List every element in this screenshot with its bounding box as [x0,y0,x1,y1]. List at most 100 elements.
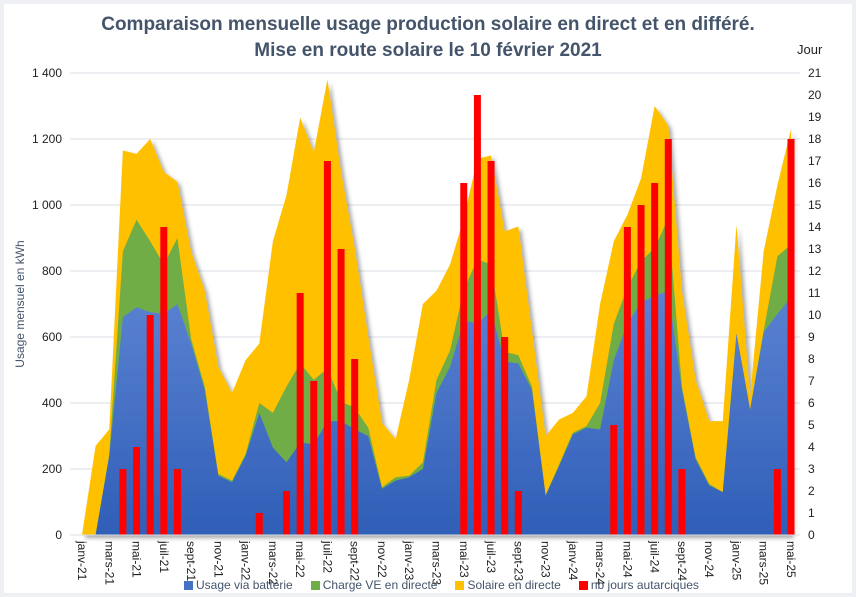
legend-item-solaire: Solaire en directe [455,578,561,592]
bar-nb-jours [514,491,522,535]
x-tick-label: juil-24 [648,540,662,573]
y2-tick-label: 0 [808,528,815,542]
bar-nb-jours [610,425,618,535]
bar-nb-jours [487,161,495,535]
y-tick-label: 0 [55,528,62,542]
y-tick-label: 1 200 [32,132,62,146]
y2-tick-label: 19 [808,110,822,124]
area-group [82,79,791,535]
bar-nb-jours [283,491,291,535]
x-tick-label: nov-22 [375,541,389,578]
x-tick-label: mars-24 [593,541,607,585]
legend-swatch [578,580,588,590]
y2-tick-label: 12 [808,264,822,278]
x-tick-label: nov-21 [211,541,225,578]
x-tick-label: nov-24 [702,541,716,578]
y-tick-label: 400 [42,396,62,410]
bar-nb-jours [460,183,468,535]
y-tick-label: 800 [42,264,62,278]
y2-tick-label: 13 [808,242,822,256]
y2-axis-title: Jour [797,42,823,57]
y2-tick-label: 4 [808,440,815,454]
x-tick-label: juil-23 [484,540,498,573]
x-tick-label: mars-25 [757,541,771,585]
x-tick-label: janv-25 [729,540,743,581]
y2-tick-label: 18 [808,132,822,146]
y2-tick-label: 11 [808,286,821,300]
bar-nb-jours [119,469,127,535]
x-tick-label: janv-22 [239,540,253,581]
x-tick-label: sept-22 [348,541,362,581]
bar-nb-jours [773,469,781,535]
bar-nb-jours [787,139,795,535]
x-tick-label: nov-23 [539,541,553,578]
bar-nb-jours [310,381,318,535]
bar-nb-jours [623,227,631,535]
legend-label: Solaire en directe [467,578,561,592]
bar-nb-jours [678,469,686,535]
bar-nb-jours [160,227,168,535]
y2-tick-label: 10 [808,308,822,322]
bar-nb-jours [473,95,481,535]
y2-tick-label: 7 [808,374,815,388]
bar-nb-jours [637,205,645,535]
legend-item-charge-ve: Charge VE en directe [310,578,438,592]
legend-label: nb jours autarciques [590,578,699,592]
y2-tick-label: 8 [808,352,815,366]
x-tick-label: mai-24 [620,541,634,578]
x-tick-label: mai-23 [457,541,471,578]
x-tick-label: janv-23 [402,540,416,581]
legend: Usage via batterie Charge VE en directe … [184,578,699,592]
y-tick-label: 200 [42,462,62,476]
y2-tick-label: 6 [808,396,815,410]
bar-nb-jours [664,139,672,535]
y2-tick-label: 14 [808,220,822,234]
chart-title: Comparaison mensuelle usage production s… [101,14,755,35]
y2-tick-label: 20 [808,88,822,102]
legend-swatch [310,580,320,590]
y2-tick-label: 9 [808,330,815,344]
bar-nb-jours [173,469,181,535]
x-tick-label: mars-23 [430,541,444,585]
bar-nb-jours [651,183,659,535]
bar-nb-jours [351,359,359,535]
x-tick-label: sept-23 [511,541,525,581]
y2-tick-label: 15 [808,198,822,212]
legend-label: Usage via batterie [196,578,293,592]
y2-tick-label: 2 [808,484,815,498]
y2-tick-label: 1 [808,506,815,520]
bar-nb-jours [337,249,345,535]
legend-swatch [455,580,465,590]
y-tick-label: 1 000 [32,198,62,212]
y2-tick-label: 21 [808,66,822,80]
bar-nb-jours [501,337,509,535]
y2-tick-label: 17 [808,154,822,168]
y2-tick-label: 16 [808,176,822,190]
x-tick-label: juil-21 [157,540,171,573]
x-tick-label: janv-21 [75,540,89,581]
x-tick-label: mars-21 [102,541,116,585]
legend-item-usage: Usage via batterie [184,578,293,592]
y2-tick-label: 3 [808,462,815,476]
y-tick-label: 600 [42,330,62,344]
legend-label: Charge VE en directe [322,578,438,592]
chart-subtitle: Mise en route solaire le 10 février 2021 [254,40,602,61]
legend-item-jours: nb jours autarciques [578,578,699,592]
x-tick-label: janv-24 [566,540,580,581]
x-tick-label: sept-24 [675,541,689,581]
x-tick-label: mai-21 [130,541,144,578]
x-tick-label: mai-22 [293,541,307,578]
x-tick-label: mai-25 [784,541,798,578]
legend-swatch [184,580,193,590]
y-axis-title: Usage mensuel en kWh [13,240,27,367]
x-tick-label: mars-22 [266,541,280,585]
y2-tick-label: 5 [808,418,815,432]
bar-nb-jours [296,293,304,535]
x-tick-label: juil-22 [320,540,334,573]
x-tick-label: sept-21 [184,541,198,581]
bar-nb-jours [133,447,141,535]
y-tick-label: 1 400 [32,66,62,80]
bar-nb-jours [323,161,331,535]
bar-nb-jours [255,513,263,535]
